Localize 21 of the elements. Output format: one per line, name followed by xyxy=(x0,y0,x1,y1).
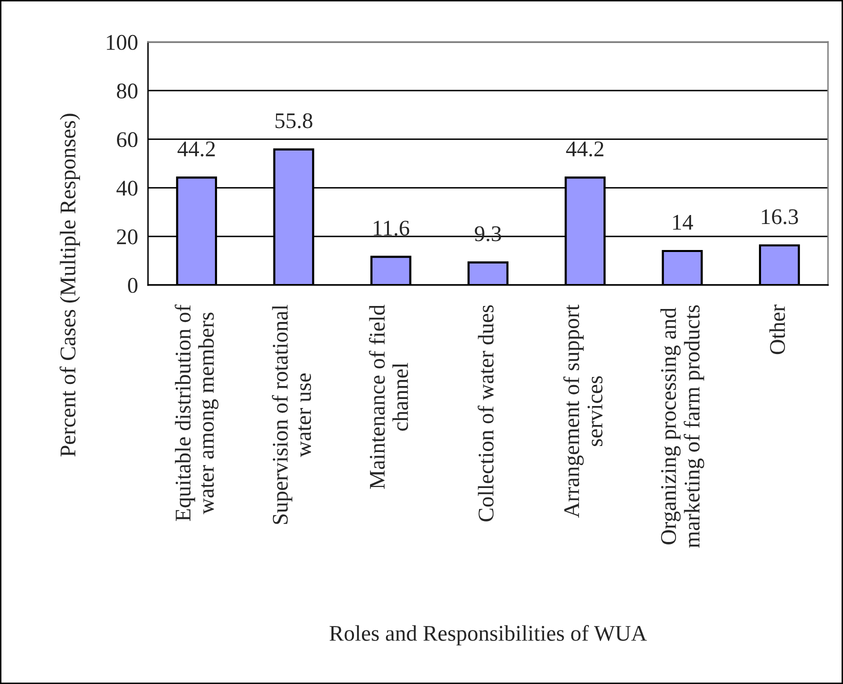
x-tick-label: Arrangement of support services xyxy=(563,304,602,518)
x-tick-label: Maintenance of field channel xyxy=(368,304,408,489)
y-axis-title: Percent of Cases (Multiple Responses) xyxy=(60,114,80,457)
y-tick-label: 100 xyxy=(106,34,138,50)
x-tick-label: Supervision of rotational water use xyxy=(272,304,312,524)
y-tick-label: 40 xyxy=(116,180,138,196)
data-label: 16.3 xyxy=(762,209,798,224)
x-tick-label: Other xyxy=(769,304,785,354)
x-tick-label: Organizing processing and marketing of farm products xyxy=(660,305,704,548)
y-tick-label: 60 xyxy=(117,132,138,148)
data-label: 44.2 xyxy=(566,141,604,157)
data-label: 44.2 xyxy=(178,141,215,157)
y-tick-label: 0 xyxy=(128,278,138,293)
data-label: 55.8 xyxy=(276,113,312,128)
data-label: 14 xyxy=(673,214,694,230)
x-tick-label: Collection of water dues xyxy=(478,305,494,522)
data-label: 11.6 xyxy=(374,220,410,236)
y-tick-label: 80 xyxy=(116,84,138,99)
y-tick-label: 20 xyxy=(117,229,138,244)
x-axis-title: Roles and Responsibilities of WUA xyxy=(330,625,647,646)
x-tick-label: Equitable distribution of water among members xyxy=(174,304,218,522)
